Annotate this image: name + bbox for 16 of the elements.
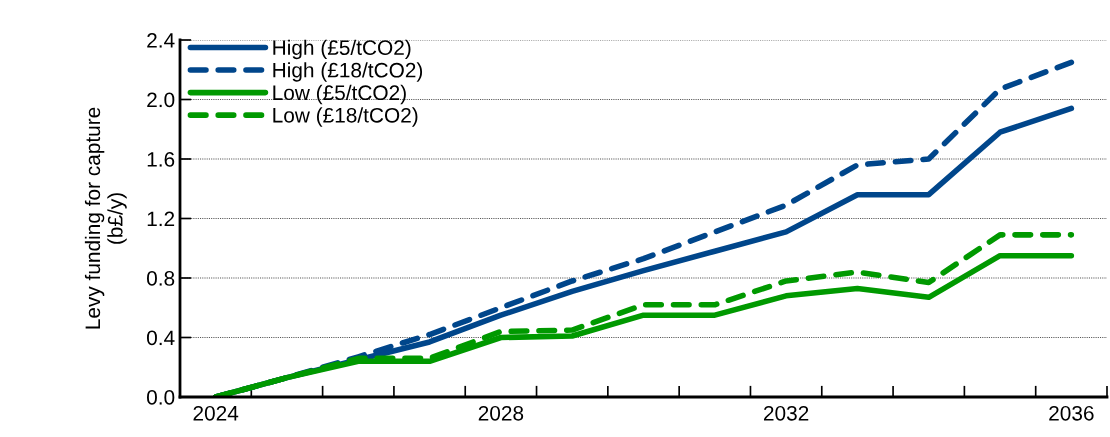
y-tick-label: 2.4 (147, 33, 175, 48)
x-tick-label: 2032 (763, 405, 809, 421)
y-tick-label: 0.0 (146, 390, 175, 405)
x-tick-label: 2028 (478, 405, 524, 421)
y-tick-label: 1.2 (147, 211, 175, 227)
legend-label: High (£5/tCO2) (273, 39, 411, 60)
y-tick-label: 2.0 (147, 92, 175, 108)
x-tick-label: 2024 (193, 405, 239, 421)
legend-label: Low (£18/tCO2) (273, 107, 418, 127)
legend-label: Low (£5/tCO2) (273, 84, 406, 105)
y-tick-label: 1.6 (147, 152, 175, 167)
y-tick-label: 0.8 (146, 271, 175, 286)
y-tick-label: 0.4 (146, 330, 175, 346)
x-tick-label: 2036 (1049, 405, 1094, 421)
y-axis-title: Levy funding for capture (b£/y) (84, 107, 127, 329)
legend-label: High (£18/tCO2) (273, 62, 423, 82)
